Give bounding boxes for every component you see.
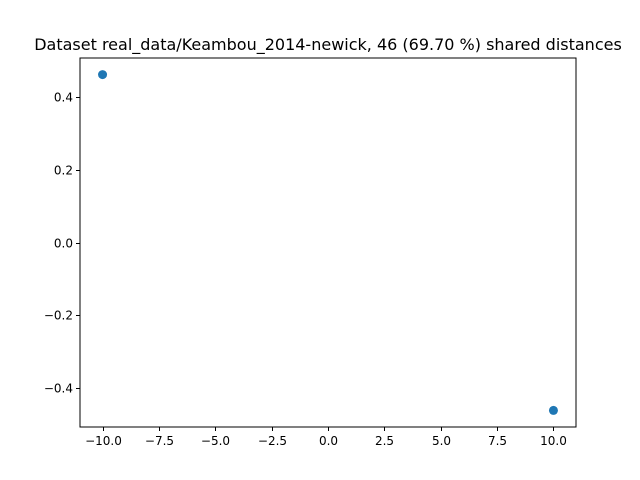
y-tick-label: 0.2: [54, 164, 73, 178]
x-tick-label: −7.5: [145, 434, 174, 448]
y-tick-label: −0.4: [44, 382, 73, 396]
y-axis: −0.4 −0.2 0.0 0.2 0.4: [44, 91, 80, 396]
x-tick-label: −5.0: [201, 434, 230, 448]
data-point: [548, 405, 558, 415]
x-tick-label: 2.5: [375, 434, 394, 448]
chart-title: Dataset real_data/Keambou_2014-newick, 4…: [34, 35, 622, 55]
x-tick-label: 7.5: [488, 434, 507, 448]
x-axis: −10.0 −7.5 −5.0 −2.5 0.0 2.5 5.0 7.5 10.0: [85, 427, 567, 448]
x-tick-label: −10.0: [85, 434, 122, 448]
x-tick-label: −2.5: [258, 434, 287, 448]
y-tick-label: 0.4: [54, 91, 73, 105]
x-tick-label: 5.0: [432, 434, 451, 448]
x-tick-label: 0.0: [319, 434, 338, 448]
y-tick-label: −0.2: [44, 309, 73, 323]
plot-area: [98, 70, 558, 415]
data-point: [98, 70, 108, 80]
y-tick-label: 0.0: [54, 237, 73, 251]
x-tick-label: 10.0: [540, 434, 567, 448]
